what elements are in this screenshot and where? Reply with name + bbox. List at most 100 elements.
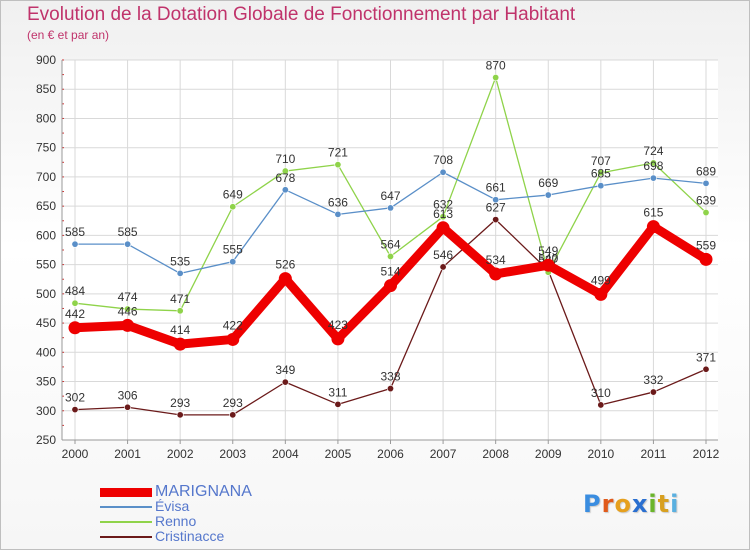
data-point-marignana xyxy=(541,258,555,272)
y-tick-label: 800 xyxy=(36,111,56,125)
proxiti-logo: Proxiti xyxy=(583,490,679,518)
data-label-renno: 632 xyxy=(433,198,453,212)
data-label-marignana: 549 xyxy=(538,244,558,258)
data-point-cristinacce xyxy=(439,263,447,271)
data-label-marignana: 414 xyxy=(170,323,190,337)
x-tick-label: 2011 xyxy=(641,447,667,461)
data-point-evisa xyxy=(71,240,79,248)
y-tick-label: 400 xyxy=(36,345,56,359)
data-point-marignana xyxy=(594,287,608,301)
data-point-cristinacce xyxy=(492,216,500,224)
data-point-cristinacce xyxy=(334,400,342,408)
data-point-evisa xyxy=(386,204,394,212)
data-point-cristinacce xyxy=(176,411,184,419)
data-label-marignana: 499 xyxy=(591,273,611,287)
data-label-renno: 564 xyxy=(380,237,400,251)
data-label-evisa: 698 xyxy=(643,159,663,173)
legend-label-cristinacce: Cristinacce xyxy=(155,528,225,544)
legend-swatch-cristinacce xyxy=(100,536,152,538)
chart-subtitle: (en € et par an) xyxy=(27,28,110,42)
data-label-marignana: 526 xyxy=(275,258,295,272)
x-tick-label: 2009 xyxy=(535,447,562,461)
y-tick-label: 500 xyxy=(36,287,56,301)
y-tick-label: 750 xyxy=(36,141,56,155)
data-label-evisa: 689 xyxy=(696,164,716,178)
data-label-renno: 710 xyxy=(275,152,295,166)
data-point-renno xyxy=(439,213,447,221)
data-label-marignana: 423 xyxy=(328,318,348,332)
y-tick-label: 300 xyxy=(36,404,56,418)
logo-letter: i xyxy=(670,490,680,518)
data-point-renno xyxy=(176,307,184,315)
data-point-cristinacce xyxy=(124,403,132,411)
data-label-renno: 724 xyxy=(643,144,663,158)
data-label-marignana: 422 xyxy=(223,318,243,332)
data-point-renno xyxy=(492,74,500,82)
legend-label-evisa: Évisa xyxy=(155,498,190,514)
data-label-evisa: 669 xyxy=(538,176,558,190)
data-label-renno: 707 xyxy=(591,154,611,168)
data-point-renno xyxy=(702,209,710,217)
y-tick-label: 250 xyxy=(36,433,56,447)
data-point-marignana xyxy=(646,220,660,234)
y-tick-label: 650 xyxy=(36,199,56,213)
legend-swatch-marignana xyxy=(100,488,152,497)
x-tick-label: 2003 xyxy=(219,447,246,461)
data-point-evisa xyxy=(597,182,605,190)
x-tick-label: 2005 xyxy=(325,447,352,461)
y-tick-label: 700 xyxy=(36,170,56,184)
logo-letter: i xyxy=(648,490,658,518)
data-point-cristinacce xyxy=(229,411,237,419)
data-point-evisa xyxy=(544,191,552,199)
data-label-marignana: 613 xyxy=(433,207,453,221)
logo-letter: r xyxy=(601,490,615,518)
data-point-marignana xyxy=(278,272,292,286)
data-point-marignana xyxy=(121,318,135,332)
data-label-marignana: 514 xyxy=(380,265,400,279)
data-label-cristinacce: 302 xyxy=(65,391,85,405)
data-point-evisa xyxy=(229,258,237,266)
data-label-evisa: 585 xyxy=(118,225,138,239)
data-label-evisa: 585 xyxy=(65,225,85,239)
data-point-evisa xyxy=(124,240,132,248)
data-point-cristinacce xyxy=(597,401,605,409)
legend-label-marignana: MARIGNANA xyxy=(155,483,252,500)
data-label-cristinacce: 349 xyxy=(275,363,295,377)
legend-label-renno: Renno xyxy=(155,513,197,529)
data-point-cristinacce xyxy=(386,385,394,393)
data-point-renno xyxy=(334,161,342,169)
data-point-marignana xyxy=(384,279,397,293)
data-label-cristinacce: 310 xyxy=(591,386,611,400)
x-tick-label: 2010 xyxy=(587,447,614,461)
data-label-cristinacce: 546 xyxy=(433,248,453,262)
logo-letter: o xyxy=(614,490,632,518)
x-tick-label: 2000 xyxy=(62,447,89,461)
data-label-renno: 649 xyxy=(223,188,243,202)
data-point-evisa xyxy=(334,210,342,218)
logo-letter: t xyxy=(657,490,671,518)
data-point-cristinacce xyxy=(649,388,657,396)
data-point-renno xyxy=(386,252,394,260)
data-point-evisa xyxy=(492,196,500,204)
data-point-evisa xyxy=(649,174,657,182)
y-tick-label: 550 xyxy=(36,258,56,272)
data-point-cristinacce xyxy=(71,406,79,414)
data-point-evisa xyxy=(439,168,447,176)
data-label-cristinacce: 371 xyxy=(696,350,716,364)
data-label-evisa: 708 xyxy=(433,153,453,167)
data-point-evisa xyxy=(702,179,710,187)
legend-swatch-evisa xyxy=(100,506,152,508)
data-label-evisa: 685 xyxy=(591,167,611,181)
data-point-cristinacce xyxy=(281,378,289,386)
data-label-marignana: 615 xyxy=(643,206,663,220)
data-label-marignana: 442 xyxy=(65,307,85,321)
x-tick-label: 2007 xyxy=(430,447,457,461)
data-point-renno xyxy=(124,305,132,313)
data-point-marignana xyxy=(331,332,345,346)
data-point-renno xyxy=(71,299,79,307)
data-label-evisa: 647 xyxy=(380,189,400,203)
y-tick-label: 600 xyxy=(36,228,56,242)
data-point-marignana xyxy=(68,321,82,335)
data-label-evisa: 661 xyxy=(486,181,506,195)
y-tick-label: 350 xyxy=(36,375,56,389)
